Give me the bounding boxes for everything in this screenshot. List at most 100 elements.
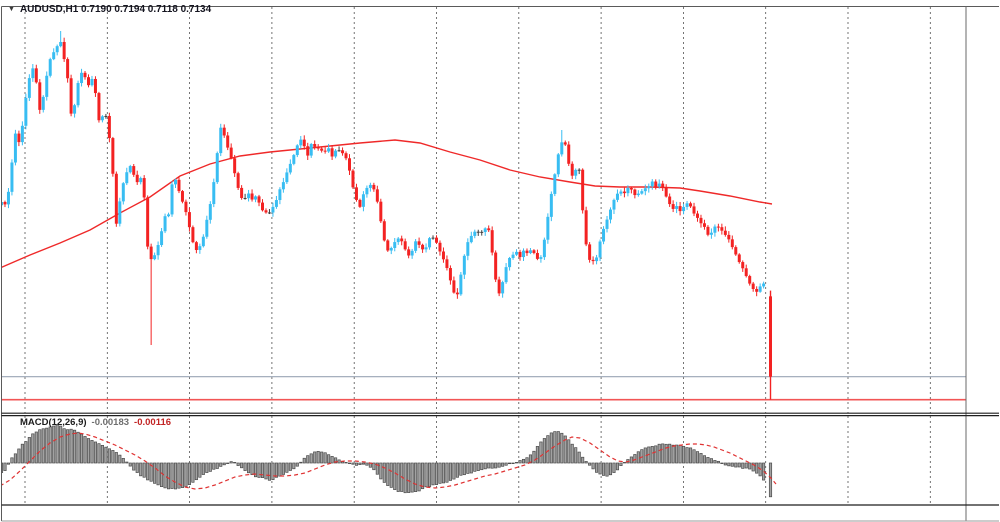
macd-histogram-bar xyxy=(612,462,616,473)
candle-body xyxy=(393,242,397,248)
candle-body xyxy=(685,203,689,207)
candle-body xyxy=(755,288,759,292)
candle-body xyxy=(163,216,167,232)
macd-histogram-bar xyxy=(361,462,365,465)
candle-body xyxy=(299,139,303,146)
macd-histogram-bar xyxy=(208,462,212,472)
macd-histogram-bar xyxy=(344,462,348,464)
macd-histogram-bar xyxy=(156,462,160,486)
candle-body xyxy=(619,191,623,194)
macd-histogram-bar xyxy=(327,454,331,464)
candle-body xyxy=(574,169,578,176)
macd-indicator-label-line: MACD(12,26,9) -0.00183 -0.00116 xyxy=(20,417,171,428)
candle-body xyxy=(222,127,226,136)
macd-histogram-bar xyxy=(570,443,574,464)
macd-histogram-bar xyxy=(494,462,498,469)
macd-histogram-bar xyxy=(702,455,707,464)
macd-histogram-bar xyxy=(153,462,157,484)
macd-histogram-bar xyxy=(86,438,91,464)
macd-histogram-bar xyxy=(431,462,435,486)
macd-histogram-bar xyxy=(334,457,338,464)
macd-histogram-bar xyxy=(755,462,759,474)
macd-histogram-bar xyxy=(302,457,306,464)
candle-body xyxy=(76,83,80,106)
macd-histogram-bar xyxy=(34,431,38,464)
macd-histogram-bar xyxy=(595,462,599,473)
candle-body xyxy=(556,154,560,175)
macd-histogram-bar xyxy=(97,443,101,464)
candle-body xyxy=(441,251,445,260)
macd-histogram-bar xyxy=(528,454,533,464)
candle-body xyxy=(431,237,435,239)
macd-histogram-bar xyxy=(107,448,111,464)
macd-histogram-bar xyxy=(347,462,352,464)
candle-body xyxy=(664,187,668,197)
macd-histogram-bar xyxy=(466,462,470,474)
candle-body xyxy=(661,183,665,188)
macd-histogram-bar xyxy=(66,429,70,464)
candle-body xyxy=(281,182,285,190)
macd-histogram-bar xyxy=(240,462,244,469)
candle-body xyxy=(149,246,153,260)
candle-body xyxy=(424,247,428,250)
macd-histogram-bar xyxy=(427,462,432,487)
candle-body xyxy=(354,187,358,200)
candle-body xyxy=(490,230,494,253)
candle-body xyxy=(744,268,748,277)
macd-histogram-bar xyxy=(445,462,449,483)
candle-body xyxy=(675,206,679,209)
macd-histogram-bar xyxy=(584,461,588,464)
candle-body xyxy=(709,232,713,235)
macd-histogram-bar xyxy=(668,443,672,464)
candle-body xyxy=(609,209,612,220)
panel-splitter[interactable] xyxy=(1,412,1000,417)
candle-body xyxy=(702,223,706,227)
macd-histogram-bar xyxy=(723,462,727,466)
candle-body xyxy=(497,279,501,294)
candle-body xyxy=(459,274,463,295)
macd-histogram-bar xyxy=(720,462,724,464)
candle-body xyxy=(657,183,661,187)
macd-histogram-bar xyxy=(6,462,11,465)
macd-histogram-bar xyxy=(730,462,734,467)
macd-histogram-bar xyxy=(434,462,439,485)
candle-body xyxy=(198,246,202,250)
candle-body xyxy=(309,144,313,156)
macd-histogram-bar xyxy=(118,454,122,464)
candle-body xyxy=(288,163,292,173)
macd-histogram-bar xyxy=(518,460,522,464)
candle-body xyxy=(525,250,529,254)
main-plot-layer xyxy=(2,31,773,400)
candle-body xyxy=(758,286,762,292)
candle-body xyxy=(6,191,10,205)
candle-body xyxy=(167,214,171,217)
macd-histogram-bar xyxy=(330,456,334,464)
candle-body xyxy=(476,231,480,233)
candle-body xyxy=(348,158,351,171)
macd-histogram-bar xyxy=(100,445,104,464)
macd-histogram-bar xyxy=(379,462,383,480)
symbol-dropdown-arrow-icon[interactable]: ▼ xyxy=(8,6,15,13)
candle-body xyxy=(125,172,129,184)
macd-histogram-bar xyxy=(521,458,526,464)
macd-histogram-bar xyxy=(187,462,191,485)
macd-histogram-bar xyxy=(309,453,313,464)
candle-body xyxy=(734,247,738,255)
macd-histogram-bar xyxy=(421,462,425,490)
candle-body xyxy=(236,173,240,188)
macd-histogram-bar xyxy=(358,462,362,465)
candle-body xyxy=(174,179,177,185)
symbol-quote-line: ▼ AUDUSD,H1 0.7190 0.7194 0.7118 0.7134 xyxy=(8,4,211,15)
macd-histogram-bar xyxy=(407,462,411,493)
candle-body xyxy=(636,193,640,196)
macd-histogram-bar xyxy=(382,462,386,483)
candle-body xyxy=(153,255,157,260)
candle-body xyxy=(344,153,348,159)
macd-histogram-bar xyxy=(104,446,108,464)
macd-histogram-bar xyxy=(160,462,164,488)
macd-histogram-bar xyxy=(316,451,320,464)
candle-body xyxy=(438,242,442,252)
macd-histogram-bar xyxy=(337,459,341,464)
